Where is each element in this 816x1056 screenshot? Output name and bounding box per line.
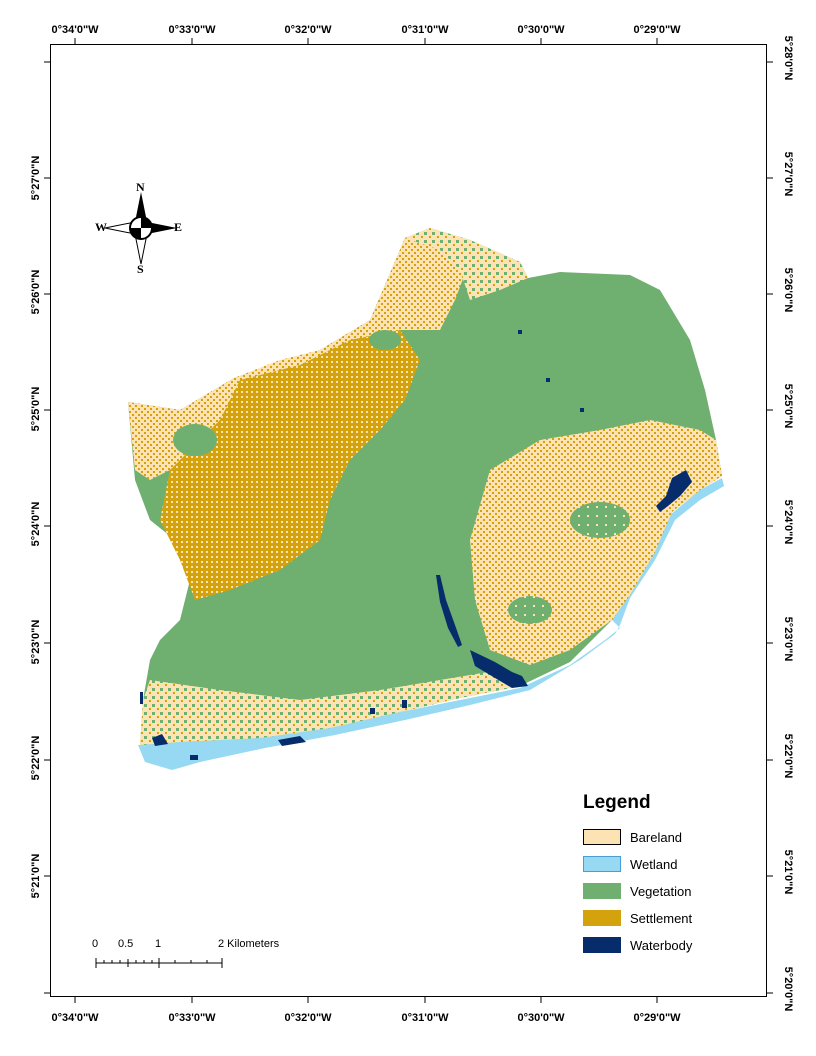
tick-label-bottom: 0°29'0"W bbox=[633, 1012, 681, 1024]
tick-label-bottom: 0°32'0"W bbox=[284, 1012, 332, 1024]
tick-label-top: 0°33'0"W bbox=[168, 24, 216, 36]
tick-label-right: 5°22'0"N bbox=[782, 733, 794, 779]
tick-label-left: 5°25'0"N bbox=[30, 386, 42, 432]
scale-bar-graphic bbox=[95, 958, 223, 968]
legend-label: Wetland bbox=[630, 857, 678, 872]
settlement-area bbox=[160, 330, 420, 600]
tick-label-left: 5°27'0"N bbox=[30, 155, 42, 201]
legend-item: Waterbody bbox=[583, 937, 753, 955]
legend-item: Vegetation bbox=[583, 883, 753, 901]
tick-label-right: 5°25'0"N bbox=[782, 383, 794, 429]
tick-label-top: 0°34'0"W bbox=[51, 24, 99, 36]
legend-swatch bbox=[583, 829, 621, 845]
tick-label-left: 5°23'0"N bbox=[30, 619, 42, 665]
compass-s-label: S bbox=[137, 262, 144, 276]
compass-n-label: N bbox=[136, 180, 145, 194]
legend-label: Waterbody bbox=[630, 938, 693, 953]
waterbody-lagoon bbox=[470, 650, 528, 688]
scale-label: 1 bbox=[155, 938, 162, 950]
legend-swatch bbox=[583, 910, 621, 926]
waterbody-south bbox=[278, 736, 306, 746]
compass-e-label: E bbox=[174, 220, 183, 234]
tick-label-bottom: 0°30'0"W bbox=[517, 1012, 565, 1024]
tick-label-top: 0°30'0"W bbox=[517, 24, 565, 36]
tick-label-bottom: 0°33'0"W bbox=[168, 1012, 216, 1024]
legend-item: Settlement bbox=[583, 910, 753, 928]
tick-label-right: 5°21'0"N bbox=[782, 849, 794, 895]
bareland-area-nw bbox=[128, 228, 470, 480]
tick-label-top: 0°29'0"W bbox=[633, 24, 681, 36]
tick-label-left: 5°24'0"N bbox=[30, 501, 42, 547]
tick-label-top: 0°32'0"W bbox=[284, 24, 332, 36]
legend-label: Vegetation bbox=[630, 884, 692, 899]
tick-label-right: 5°26'0"N bbox=[782, 267, 794, 313]
compass-w-label: W bbox=[95, 220, 107, 234]
legend-label: Settlement bbox=[630, 911, 693, 926]
compass-rose-icon bbox=[104, 192, 177, 265]
tick-label-bottom: 0°31'0"W bbox=[401, 1012, 449, 1024]
waterbody-channel bbox=[436, 575, 462, 647]
tick-label-right: 5°28'0"N bbox=[782, 35, 794, 81]
tick-label-top: 0°31'0"W bbox=[401, 24, 449, 36]
tick-label-left: 5°21'0"N bbox=[30, 853, 42, 899]
scale-label: 0 bbox=[92, 938, 99, 950]
legend-item: Wetland bbox=[583, 856, 753, 874]
tick-label-left: 5°22'0"N bbox=[30, 735, 42, 781]
tick-label-right: 5°20'0"N bbox=[782, 966, 794, 1012]
legend-swatch bbox=[583, 856, 621, 872]
legend-item: Bareland bbox=[583, 829, 753, 847]
legend-swatch bbox=[583, 937, 621, 953]
bareland-area-north bbox=[405, 228, 528, 300]
tick-label-left: 5°26'0"N bbox=[30, 269, 42, 315]
wetland-area bbox=[138, 478, 724, 770]
tick-label-bottom: 0°34'0"W bbox=[51, 1012, 99, 1024]
tick-label-right: 5°24'0"N bbox=[782, 499, 794, 545]
legend-swatch bbox=[583, 883, 621, 899]
waterbody-sw bbox=[152, 734, 168, 746]
legend-label: Bareland bbox=[630, 830, 683, 845]
tick-label-right: 5°27'0"N bbox=[782, 151, 794, 197]
tick-label-right: 5°23'0"N bbox=[782, 616, 794, 662]
legend-title: Legend bbox=[583, 792, 651, 813]
bareland-area-south bbox=[140, 670, 520, 745]
waterbody-east bbox=[656, 470, 692, 512]
scale-label: 0.5 bbox=[118, 938, 134, 950]
scale-label: 2 Kilometers bbox=[218, 938, 280, 950]
